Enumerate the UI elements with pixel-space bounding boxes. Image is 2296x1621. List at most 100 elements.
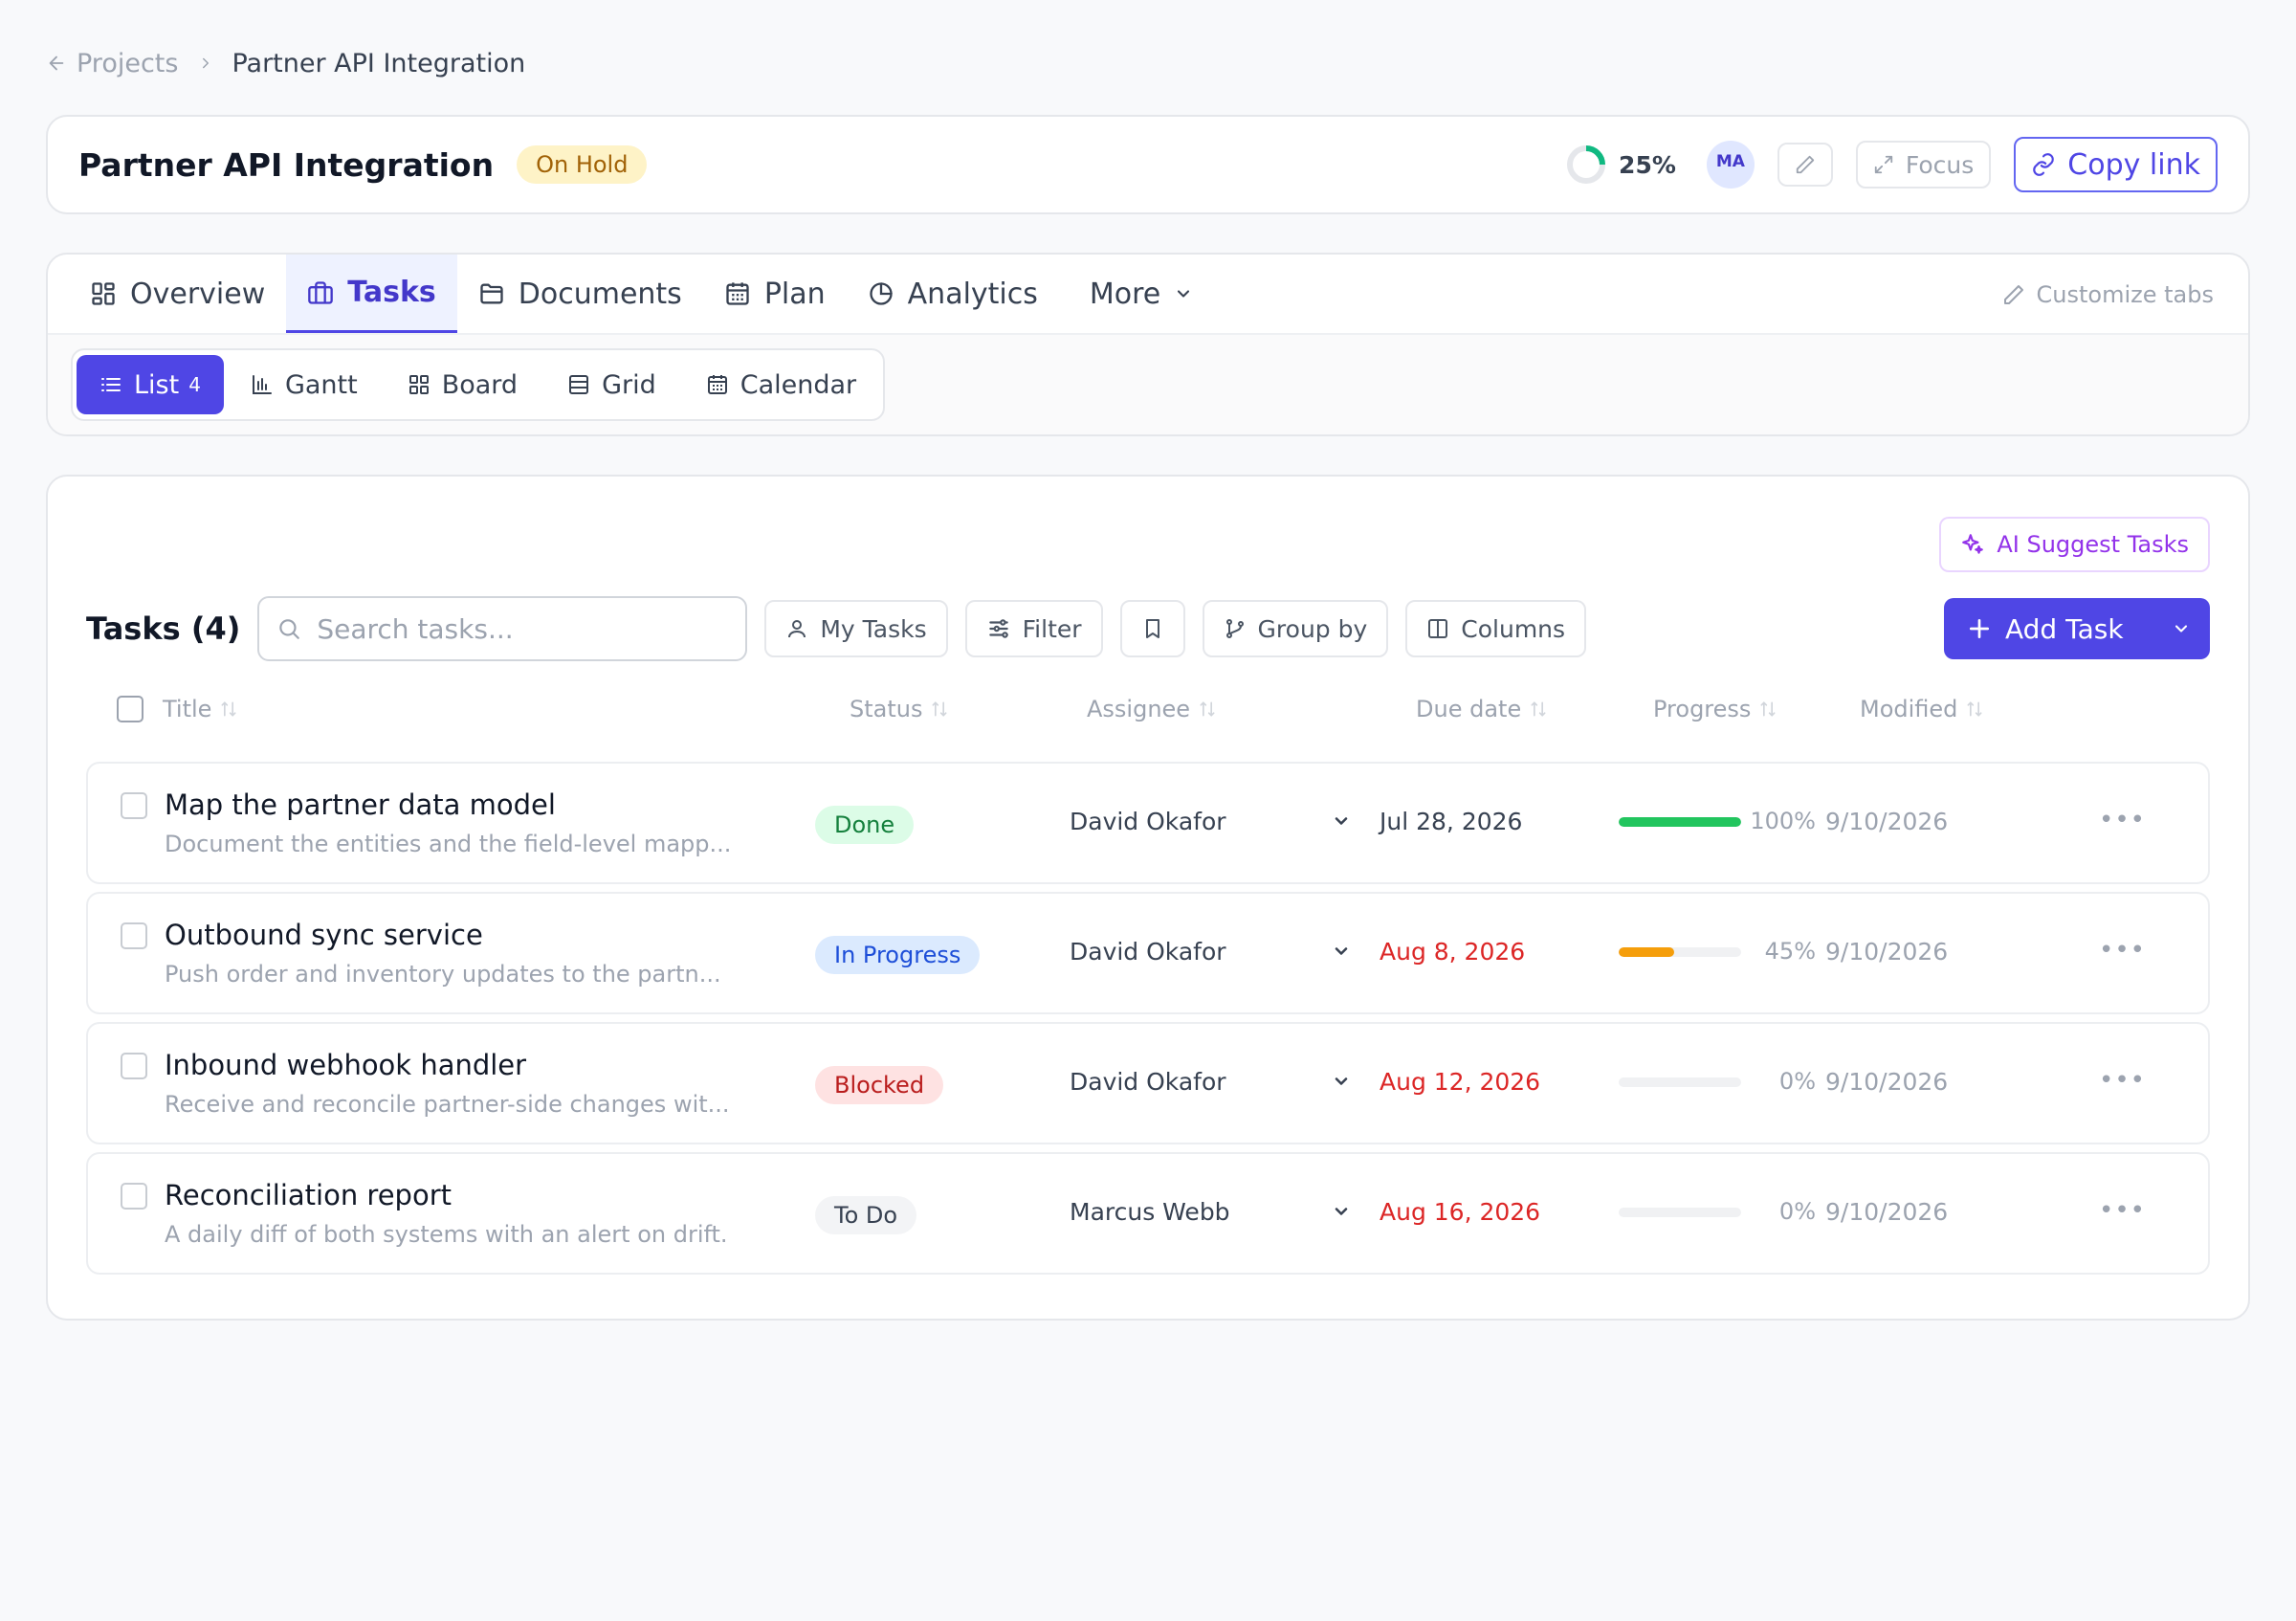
view-board[interactable]: Board (385, 355, 541, 414)
project-title: Partner API Integration (78, 145, 495, 184)
sort-icon (1758, 699, 1777, 719)
columns-icon (1426, 617, 1449, 640)
task-title[interactable]: Outbound sync service (165, 919, 483, 951)
status-badge[interactable]: Blocked (815, 1066, 944, 1104)
table-header: Title Status Assignee Due date Progress … (86, 685, 2210, 733)
chevron-down-icon[interactable] (1332, 1072, 1351, 1091)
table-row[interactable]: Inbound webhook handler Receive and reco… (86, 1022, 2210, 1144)
progress-bar (1619, 817, 1741, 827)
due-date[interactable]: Aug 12, 2026 (1380, 1068, 1541, 1096)
sparkles-icon (1960, 532, 1985, 557)
row-checkbox[interactable] (121, 922, 147, 949)
column-header-title[interactable]: Title (163, 685, 238, 733)
chevron-down-icon[interactable] (1332, 942, 1351, 961)
modified-date: 9/10/2026 (1825, 808, 1949, 835)
breadcrumb-parent-label: Projects (77, 48, 179, 78)
row-menu-icon[interactable]: ••• (2099, 936, 2147, 965)
status-badge[interactable]: Done (815, 806, 915, 844)
column-label: Title (163, 696, 212, 722)
folder-icon (478, 280, 505, 307)
chevron-down-icon[interactable] (1332, 1202, 1351, 1221)
breadcrumb-projects-link[interactable]: Projects (46, 49, 178, 78)
view-list[interactable]: List 4 (77, 355, 224, 414)
assignee: David Okafor (1070, 808, 1226, 835)
customize-tabs-button[interactable]: Customize tabs (2002, 255, 2214, 335)
progress-bar-fill (1619, 947, 1674, 957)
edit-project-button[interactable] (1777, 143, 1833, 187)
tab-more[interactable]: More (1069, 255, 1214, 333)
row-menu-icon[interactable]: ••• (2099, 1066, 2147, 1095)
row-menu-icon[interactable]: ••• (2099, 806, 2147, 834)
table-row[interactable]: Reconciliation report A daily diff of bo… (86, 1152, 2210, 1275)
column-header-assignee[interactable]: Assignee (1087, 685, 1217, 733)
briefcase-icon (307, 279, 334, 306)
table-row[interactable]: Outbound sync service Push order and inv… (86, 892, 2210, 1014)
tab-plan[interactable]: Plan (703, 255, 847, 333)
progress-percent: 45% (1764, 938, 1816, 965)
column-header-progress[interactable]: Progress (1653, 685, 1777, 733)
due-date[interactable]: Aug 8, 2026 (1380, 938, 1526, 966)
tasks-heading: Tasks (4) (86, 611, 241, 647)
assignee: Marcus Webb (1070, 1198, 1230, 1226)
add-task-menu-button[interactable] (2152, 598, 2210, 659)
add-task-button[interactable]: Add Task (1944, 598, 2210, 659)
row-checkbox[interactable] (121, 1053, 147, 1079)
row-checkbox[interactable] (121, 792, 147, 819)
search-box (257, 596, 748, 661)
saved-views-button[interactable] (1119, 600, 1185, 657)
column-header-modified[interactable]: Modified (1860, 685, 1984, 733)
view-calendar[interactable]: Calendar (683, 355, 879, 414)
column-label: Progress (1653, 696, 1752, 722)
tab-overview[interactable]: Overview (69, 255, 286, 333)
avatar[interactable]: MA (1706, 141, 1755, 189)
row-menu-icon[interactable]: ••• (2099, 1196, 2147, 1225)
copy-link-button[interactable]: Copy link (2014, 137, 2218, 192)
task-title[interactable]: Inbound webhook handler (165, 1049, 527, 1081)
focus-label: Focus (1905, 150, 1975, 179)
filter-button[interactable]: Filter (964, 600, 1103, 657)
sort-icon (1198, 699, 1217, 719)
tab-documents[interactable]: Documents (457, 255, 703, 333)
table-row[interactable]: Map the partner data model Document the … (86, 762, 2210, 884)
task-title[interactable]: Reconciliation report (165, 1179, 452, 1211)
status-badge[interactable]: In Progress (815, 936, 981, 974)
focus-button[interactable]: Focus (1855, 141, 1992, 189)
group-by-button[interactable]: Group by (1202, 600, 1389, 657)
table-icon (567, 373, 590, 396)
chevron-down-icon[interactable] (1332, 811, 1351, 831)
task-title[interactable]: Map the partner data model (165, 788, 556, 821)
view-count: 4 (188, 373, 201, 396)
due-date[interactable]: Aug 16, 2026 (1380, 1198, 1541, 1226)
view-label: List (134, 369, 180, 400)
bar-chart-icon (251, 373, 274, 396)
row-checkbox[interactable] (121, 1183, 147, 1210)
ai-suggest-tasks-button[interactable]: AI Suggest Tasks (1939, 517, 2210, 572)
sort-icon (1529, 699, 1548, 719)
expand-icon (1873, 154, 1894, 175)
assignee: David Okafor (1070, 1068, 1226, 1096)
arrow-left-icon (46, 53, 67, 74)
pie-chart-icon (868, 280, 894, 307)
columns-button[interactable]: Columns (1405, 600, 1587, 657)
progress-percent: 0% (1778, 1198, 1816, 1225)
view-grid[interactable]: Grid (544, 355, 679, 414)
task-description: A daily diff of both systems with an ale… (165, 1221, 728, 1248)
progress-bar-fill (1619, 817, 1741, 827)
status-badge[interactable]: To Do (815, 1196, 917, 1234)
ai-suggest-label: AI Suggest Tasks (1997, 531, 2189, 558)
view-switcher: List 4 Gantt Board Grid (71, 348, 886, 421)
my-tasks-button[interactable]: My Tasks (764, 600, 948, 657)
modified-date: 9/10/2026 (1825, 1068, 1949, 1096)
column-header-due-date[interactable]: Due date (1416, 685, 1548, 733)
tasks-toolbar: Tasks (4) My Tasks Filter (86, 596, 2210, 661)
pencil-icon (2002, 283, 2025, 306)
due-date[interactable]: Jul 28, 2026 (1380, 808, 1523, 835)
tab-tasks[interactable]: Tasks (286, 255, 457, 333)
my-tasks-label: My Tasks (820, 614, 927, 643)
copy-link-label: Copy link (2067, 147, 2200, 182)
column-header-status[interactable]: Status (850, 685, 949, 733)
tab-analytics[interactable]: Analytics (847, 255, 1059, 333)
view-gantt[interactable]: Gantt (228, 355, 381, 414)
search-input[interactable] (317, 612, 719, 645)
select-all-checkbox[interactable] (117, 696, 144, 722)
